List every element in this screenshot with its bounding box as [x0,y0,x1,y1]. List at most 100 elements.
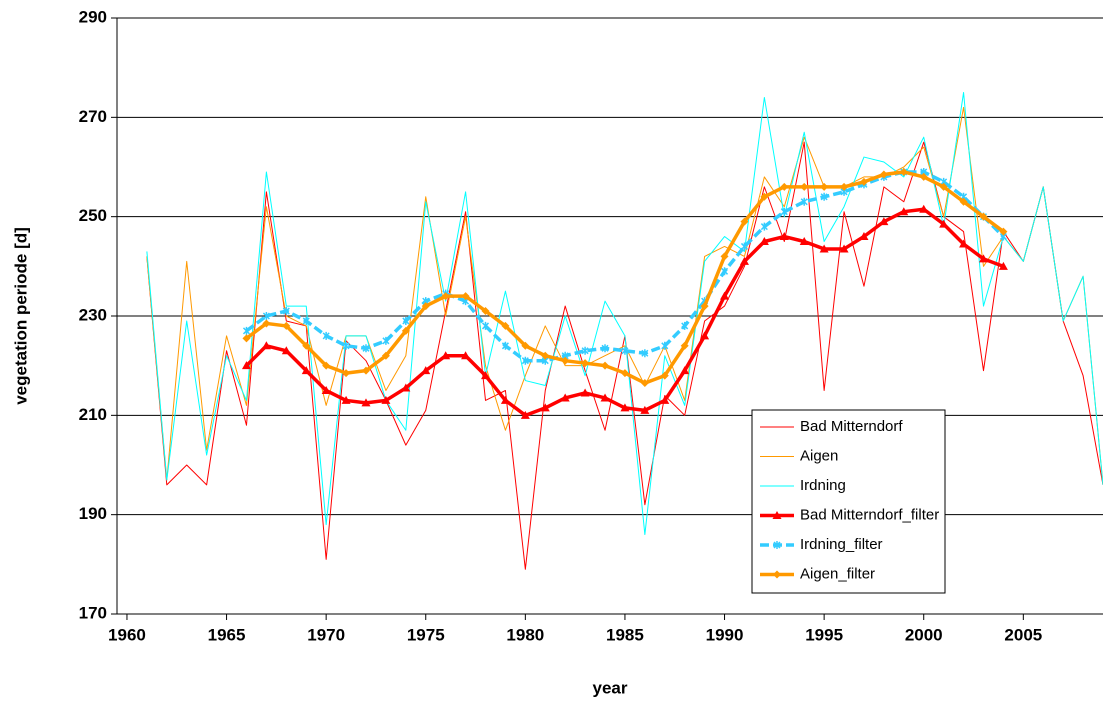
marker [262,312,270,320]
legend-box [751,409,946,594]
x-tick-label: 1980 [506,625,544,644]
marker [481,371,491,380]
marker [739,256,749,265]
series-line [245,170,1005,363]
marker [681,321,689,330]
marker [241,361,251,370]
y-tick-label: 210 [79,405,107,424]
y-tick-label: 250 [79,206,107,225]
x-tick-label: 1960 [108,625,146,644]
x-tick-label: 1990 [706,625,744,644]
marker [402,316,410,325]
marker [919,172,928,181]
marker [660,395,670,404]
marker [859,232,869,241]
legend-label: Aigen [800,447,838,464]
marker [959,239,969,248]
marker [919,204,929,213]
marker [441,351,451,360]
marker [759,237,769,245]
marker [879,170,888,179]
y-tick-label: 270 [79,107,107,126]
marker [581,346,589,355]
marker [779,232,789,241]
marker [680,341,689,350]
y-tick-label: 190 [79,504,107,523]
marker [361,398,371,407]
marker [381,351,390,360]
marker [560,393,570,402]
marker [242,326,251,335]
marker [242,334,251,343]
legend: Bad Mitterndorf Aigen Irdning Bad Mitterndo… [751,409,946,594]
x-axis-label: year [593,678,628,697]
marker [899,207,909,216]
x-tick-label: 1995 [805,625,843,644]
marker [661,341,669,350]
marker [540,403,550,412]
marker [760,222,768,231]
marker [481,307,490,316]
x-tick-label: 1970 [307,625,345,644]
marker [541,351,550,360]
y-tick-label: 290 [79,7,107,26]
marker [720,291,730,300]
marker [321,386,331,394]
marker [421,302,430,311]
y-tick-label: 230 [79,305,107,324]
legend-label: Bad Mitterndorf_filter [800,506,939,523]
marker [640,405,650,414]
marker [580,388,590,397]
marker [721,267,729,276]
marker [262,319,271,328]
x-tick-label: 1965 [208,625,246,644]
marker [382,336,390,345]
marker [421,366,431,375]
marker [282,307,290,316]
marker [641,349,649,358]
marker [839,244,849,253]
marker [362,344,370,353]
marker [773,541,781,549]
marker [859,177,868,186]
x-tick-label: 1975 [407,625,445,644]
marker [600,393,610,402]
marker [481,321,490,330]
marker [342,369,351,378]
marker [773,570,781,579]
marker [620,403,630,412]
marker [581,359,590,368]
legend-label: Irdning_filter [800,536,883,553]
marker [899,167,908,176]
marker [601,361,610,370]
marker [521,356,529,365]
marker [740,217,749,226]
marker [322,361,331,370]
marker [800,182,809,191]
marker [281,346,291,355]
marker [820,192,828,201]
marker [799,237,809,245]
marker [680,366,690,375]
x-tick-label: 2000 [905,625,943,644]
marker [501,321,510,330]
marker [342,341,350,350]
marker [720,252,729,261]
marker [979,212,988,221]
marker [800,197,808,206]
marker [620,369,629,378]
marker [601,344,609,353]
marker [322,331,330,340]
marker [401,383,411,392]
marker [660,371,669,380]
marker [341,395,351,404]
marker [959,197,968,206]
x-tick-label: 2005 [1004,625,1042,644]
marker [640,379,649,388]
x-tick-label: 1985 [606,625,644,644]
marker [780,182,789,191]
marker [978,254,988,263]
marker [501,341,509,350]
marker [301,366,311,375]
